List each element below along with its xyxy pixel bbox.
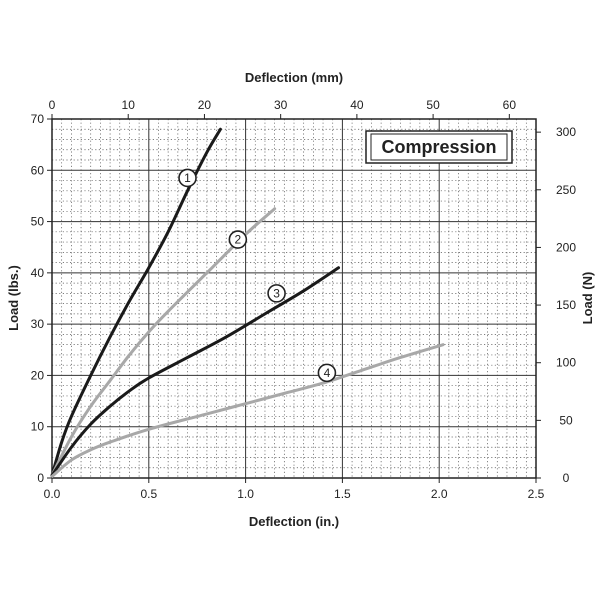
- series-line-3: [50, 266, 341, 477]
- series-marker-label-1: 1: [184, 171, 191, 185]
- x2-tick-label: 10: [122, 98, 136, 112]
- y-axis-title-left: Load (lbs.): [6, 265, 21, 331]
- y-tick-label: 70: [31, 112, 45, 126]
- compression-badge-inner-box: [370, 133, 508, 161]
- y-tick-label: 50: [31, 215, 45, 229]
- x-tick-label: 2.5: [528, 487, 545, 501]
- y-tick-label: 30: [31, 317, 45, 331]
- x-tick-label: 0.0: [44, 487, 61, 501]
- x2-tick-label: 50: [426, 98, 440, 112]
- y2-tick-label: 50: [559, 413, 573, 427]
- y-axis-title-right: Load (N): [580, 272, 595, 325]
- y2-tick-label: 300: [556, 125, 576, 139]
- x-tick-label: 0.5: [140, 487, 157, 501]
- chart-title: Compression: [381, 137, 496, 157]
- series-line-2: [50, 207, 277, 477]
- series-marker-label-3: 3: [273, 286, 280, 300]
- x-tick-label: 1.5: [334, 487, 351, 501]
- series-line-4: [50, 343, 445, 478]
- y-tick-label: 10: [31, 420, 45, 434]
- y2-tick-label: 250: [556, 183, 576, 197]
- compression-badge: Compression: [365, 130, 513, 164]
- y-tick-label: 60: [31, 163, 45, 177]
- plot-frame: [51, 118, 537, 479]
- y2-tick-label: 150: [556, 298, 576, 312]
- y-tick-label: 20: [31, 368, 45, 382]
- y-tick-label: 0: [37, 471, 44, 485]
- series-marker-circle-4: [317, 363, 337, 383]
- x2-tick-label: 30: [274, 98, 288, 112]
- series-marker-label-2: 2: [235, 233, 242, 247]
- y-tick-label: 40: [31, 266, 45, 280]
- y2-tick-label: 100: [556, 356, 576, 370]
- x-tick-label: 2.0: [431, 487, 448, 501]
- x-axis-title-bottom: Deflection (in.): [249, 514, 339, 529]
- major-grid: [52, 119, 536, 478]
- series-marker-circle-3: [267, 284, 286, 303]
- x-tick-label: 1.0: [237, 487, 254, 501]
- x2-tick-label: 60: [503, 98, 517, 112]
- x2-tick-label: 0: [49, 98, 56, 112]
- y2-tick-label: 200: [556, 240, 576, 254]
- series-marker-label-4: 4: [324, 366, 331, 380]
- x2-tick-label: 40: [350, 98, 364, 112]
- series-layer: 1 2 3 4: [50, 127, 445, 478]
- plot-area: [52, 119, 536, 478]
- minor-grid: [52, 119, 536, 478]
- y2-tick-label: 0: [563, 471, 570, 485]
- x-axis-title-top: Deflection (mm): [245, 70, 343, 85]
- series-marker-circle-1: [178, 168, 197, 188]
- series-marker-circle-2: [228, 230, 248, 249]
- x2-tick-label: 20: [198, 98, 212, 112]
